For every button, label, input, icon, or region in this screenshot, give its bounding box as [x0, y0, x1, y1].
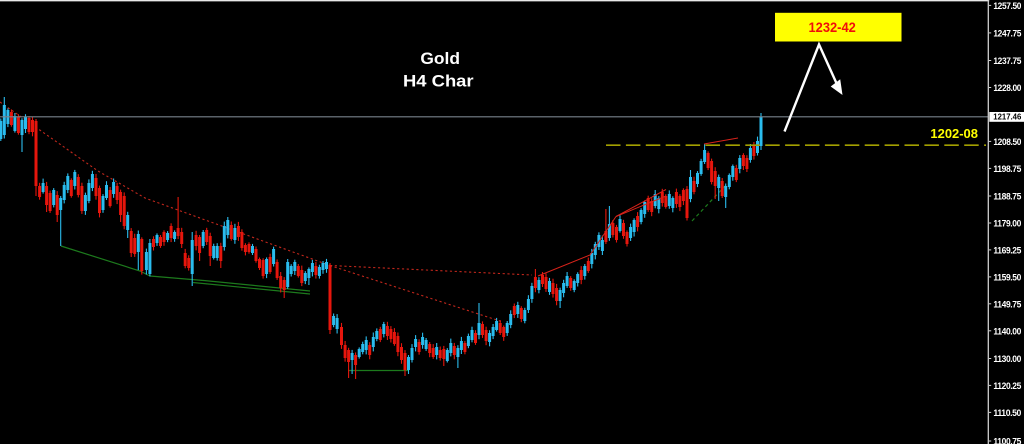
svg-text:1149.75: 1149.75 [993, 299, 1021, 309]
svg-text:1169.25: 1169.25 [993, 246, 1021, 256]
svg-text:1217.46: 1217.46 [993, 112, 1021, 122]
svg-text:1247.75: 1247.75 [993, 29, 1021, 39]
svg-text:1202-08: 1202-08 [930, 126, 978, 141]
svg-text:1100.75: 1100.75 [993, 437, 1021, 444]
svg-text:1228.00: 1228.00 [993, 83, 1021, 93]
svg-text:1130.00: 1130.00 [993, 354, 1021, 364]
svg-text:1140.00: 1140.00 [993, 326, 1021, 336]
svg-text:1198.75: 1198.75 [993, 164, 1021, 174]
svg-text:1110.50: 1110.50 [993, 408, 1021, 418]
svg-text:1232-42: 1232-42 [809, 20, 856, 35]
svg-text:1257.50: 1257.50 [993, 1, 1021, 11]
svg-text:1179.00: 1179.00 [993, 219, 1021, 229]
svg-text:1120.25: 1120.25 [993, 381, 1021, 391]
svg-text:Gold: Gold [420, 50, 460, 68]
svg-text:1188.75: 1188.75 [993, 192, 1021, 202]
svg-text:1208.50: 1208.50 [993, 137, 1021, 147]
svg-text:1237.75: 1237.75 [993, 56, 1021, 66]
svg-text:H4 Char: H4 Char [403, 73, 474, 91]
svg-text:1159.50: 1159.50 [993, 273, 1021, 283]
